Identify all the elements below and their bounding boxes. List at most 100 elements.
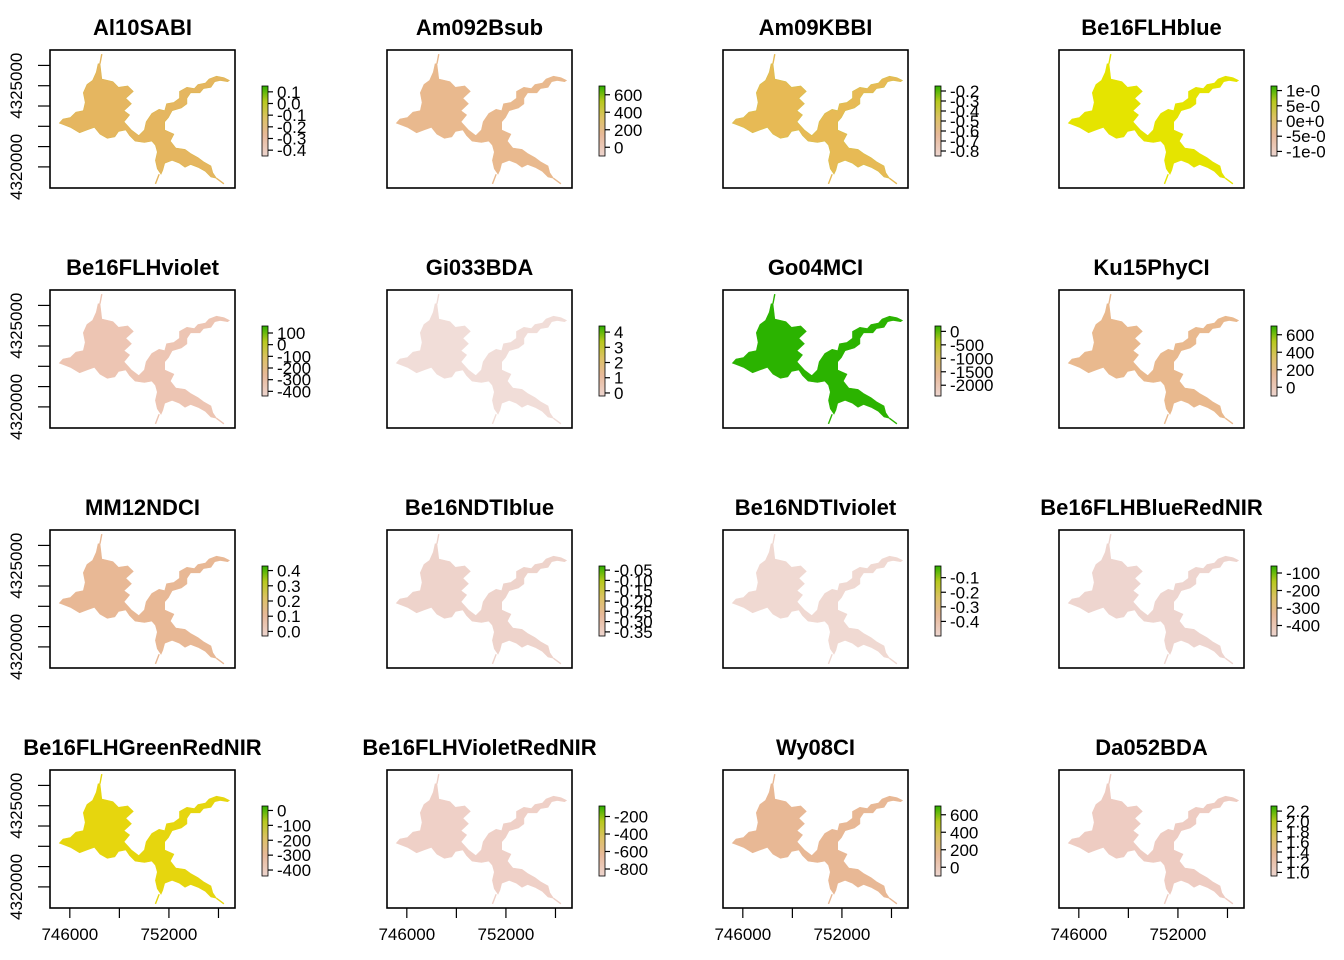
raster-tributary xyxy=(1164,654,1168,664)
raster-tributary xyxy=(1226,898,1233,904)
raster-tributary xyxy=(1226,178,1233,184)
panel-title: Be16NDTIviolet xyxy=(735,495,897,520)
raster-tributary xyxy=(1109,534,1111,544)
raster-tributary xyxy=(100,294,102,304)
y-tick-label: 4320000 xyxy=(7,614,26,680)
raster-tributary xyxy=(437,294,439,304)
colorbar-tick-label: -600 xyxy=(614,843,648,862)
x-tick-label: 746000 xyxy=(41,925,98,944)
raster-tributary xyxy=(155,174,159,184)
raster-tributary xyxy=(437,54,439,64)
panel-title: Ku15PhyCI xyxy=(1093,255,1209,280)
raster-tributary xyxy=(100,534,102,544)
colorbar xyxy=(262,326,268,396)
raster-tributary xyxy=(828,174,832,184)
y-tick-label: 4325000 xyxy=(7,293,26,359)
panel-title: Al10SABI xyxy=(93,15,192,40)
raster-tributary xyxy=(1164,894,1168,904)
raster-tributary xyxy=(828,894,832,904)
colorbar xyxy=(599,566,605,636)
colorbar xyxy=(935,86,941,156)
raster-tributary xyxy=(1109,54,1111,64)
x-tick-label: 752000 xyxy=(1150,925,1207,944)
colorbar-tick-label: -200 xyxy=(614,808,648,827)
y-tick-label: 4320000 xyxy=(7,134,26,200)
panel-title: Be16FLHVioletRedNIR xyxy=(362,735,596,760)
raster-tributary xyxy=(773,774,775,784)
colorbar-tick-label: 400 xyxy=(950,823,978,842)
raster-water-body xyxy=(1068,544,1238,659)
raster-tributary xyxy=(100,774,102,784)
x-tick-label: 746000 xyxy=(1050,925,1107,944)
colorbar-tick-label: 200 xyxy=(1286,361,1314,380)
colorbar-tick-label: 400 xyxy=(614,103,642,122)
panel-Al10SABI: Al10SABI43200004325000 0.10.0-0.1-0.2-0.3… xyxy=(7,15,306,200)
colorbar-tick-label: -1e-0 xyxy=(1286,142,1326,161)
raster-water-body xyxy=(59,544,229,659)
colorbar-tick-label: 600 xyxy=(614,86,642,105)
raster-tributary xyxy=(773,534,775,544)
raster-tributary xyxy=(1226,658,1233,664)
raster-tributary xyxy=(1164,414,1168,424)
raster-tributary xyxy=(773,294,775,304)
raster-water-body xyxy=(396,304,566,419)
raster-tributary xyxy=(890,658,897,664)
raster-tributary xyxy=(554,178,561,184)
raster-tributary xyxy=(100,54,102,64)
colorbar-tick-label: -400 xyxy=(614,825,648,844)
colorbar-tick-label: -800 xyxy=(614,860,648,879)
raster-tributary xyxy=(554,898,561,904)
panel-title: Gi033BDA xyxy=(426,255,534,280)
colorbar-tick-label: 400 xyxy=(1286,343,1314,362)
panel-Be16FLHBlueRedNIR: Be16FLHBlueRedNIR -100-200-300-400 xyxy=(1040,495,1320,668)
raster-water-body xyxy=(732,64,902,179)
raster-tributary xyxy=(890,898,897,904)
raster-tributary xyxy=(437,534,439,544)
colorbar-tick-label: -0.8 xyxy=(950,142,979,161)
colorbar-tick-label: 0 xyxy=(950,858,959,877)
colorbar-tick-label: -0.35 xyxy=(614,623,653,642)
colorbar-tick-label: -400 xyxy=(1286,617,1320,636)
raster-tributary xyxy=(890,178,897,184)
raster-water-body xyxy=(732,304,902,419)
raster-tributary xyxy=(554,658,561,664)
colorbar xyxy=(1271,86,1277,156)
colorbar-tick-label: -400 xyxy=(277,382,311,401)
panel-title: Da052BDA xyxy=(1095,735,1208,760)
colorbar-tick-label: 200 xyxy=(950,841,978,860)
panel-Be16NDTIblue: Be16NDTIblue-0.05-0.10-0.15-0.20-0.25-0.… xyxy=(387,495,653,668)
raster-water-body xyxy=(396,544,566,659)
colorbar-tick-label: -2000 xyxy=(950,376,993,395)
colorbar xyxy=(935,566,941,636)
panel-title: Am092Bsub xyxy=(416,15,543,40)
panel-Am09KBBI: Am09KBBI -0.2-0.3-0.4-0.5-0.6-0.7-0.8 xyxy=(723,15,979,188)
colorbar xyxy=(935,326,941,396)
x-tick-label: 752000 xyxy=(141,925,198,944)
panel-title: Am09KBBI xyxy=(759,15,873,40)
raster-tributary xyxy=(217,418,224,424)
raster-water-body xyxy=(59,304,229,419)
colorbar-tick-label: 200 xyxy=(614,121,642,140)
raster-tributary xyxy=(492,414,496,424)
raster-tributary xyxy=(437,774,439,784)
y-tick-label: 4325000 xyxy=(7,773,26,839)
raster-tributary xyxy=(492,894,496,904)
panel-title: Wy08CI xyxy=(776,735,855,760)
y-tick-label: 4325000 xyxy=(7,53,26,119)
raster-tributary xyxy=(155,654,159,664)
y-tick-label: 4320000 xyxy=(7,854,26,920)
colorbar-tick-label: -100 xyxy=(1286,564,1320,583)
panel-title: MM12NDCI xyxy=(85,495,200,520)
raster-tributary xyxy=(217,658,224,664)
raster-water-body xyxy=(1068,64,1238,179)
colorbar xyxy=(599,86,605,156)
panel-Be16FLHblue: Be16FLHblue1e-05e-00e+0-5e-0-1e-0 xyxy=(1059,15,1326,188)
raster-water-body xyxy=(396,784,566,899)
x-tick-label: 752000 xyxy=(814,925,871,944)
colorbar xyxy=(1271,326,1277,396)
raster-tributary xyxy=(890,418,897,424)
raster-tributary xyxy=(1109,774,1111,784)
